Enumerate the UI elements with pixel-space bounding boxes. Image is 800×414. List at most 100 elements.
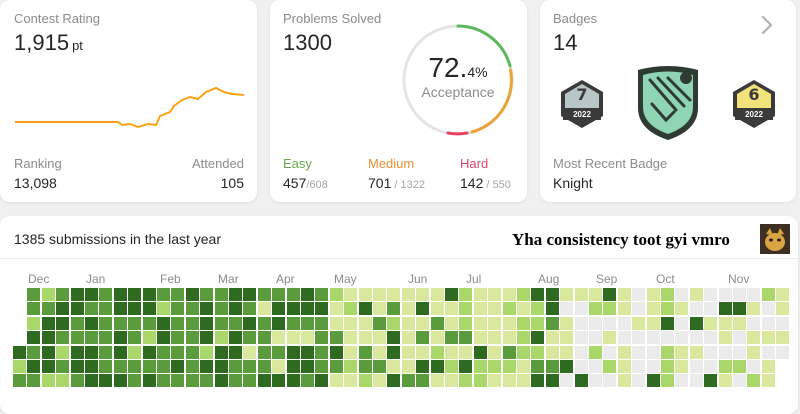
- heatmap-cell[interactable]: [358, 374, 372, 388]
- heatmap-cell[interactable]: [517, 316, 530, 330]
- heatmap-cell[interactable]: [185, 302, 199, 316]
- heatmap-cell[interactable]: [589, 345, 602, 359]
- heatmap-cell[interactable]: [171, 360, 185, 373]
- heatmap-cell[interactable]: [358, 360, 372, 373]
- heatmap-cell[interactable]: [747, 316, 761, 330]
- heatmap-cell[interactable]: [70, 288, 84, 301]
- heatmap-cell[interactable]: [761, 360, 775, 373]
- heatmap-cell[interactable]: [157, 345, 170, 359]
- heatmap-cell[interactable]: [589, 288, 602, 301]
- heatmap-cell[interactable]: [747, 331, 761, 345]
- heatmap-cell[interactable]: [661, 316, 674, 330]
- heatmap-cell[interactable]: [13, 374, 26, 388]
- heatmap-cell[interactable]: [473, 331, 487, 345]
- heatmap-cell[interactable]: [545, 302, 559, 316]
- heatmap-cell[interactable]: [344, 331, 358, 345]
- heatmap-cell[interactable]: [286, 374, 300, 388]
- heatmap-cell[interactable]: [214, 316, 228, 330]
- heatmap-cell[interactable]: [531, 316, 545, 330]
- heatmap-cell[interactable]: [286, 316, 300, 330]
- heatmap-cell[interactable]: [214, 288, 228, 301]
- heatmap-cell[interactable]: [373, 345, 386, 359]
- heatmap-cell[interactable]: [445, 331, 458, 345]
- heatmap-cell[interactable]: [185, 345, 199, 359]
- heatmap-cell[interactable]: [531, 331, 545, 345]
- heatmap-cell[interactable]: [488, 360, 502, 373]
- heatmap-cell[interactable]: [344, 345, 358, 359]
- heatmap-cell[interactable]: [776, 316, 790, 330]
- heatmap-cell[interactable]: [445, 360, 458, 373]
- heatmap-cell[interactable]: [70, 316, 84, 330]
- heatmap-cell[interactable]: [315, 374, 329, 388]
- heatmap-cell[interactable]: [502, 302, 516, 316]
- heatmap-cell[interactable]: [27, 360, 41, 373]
- heatmap-cell[interactable]: [200, 288, 214, 301]
- heatmap-cell[interactable]: [85, 288, 98, 301]
- heatmap-cell[interactable]: [315, 316, 329, 330]
- heatmap-cell[interactable]: [358, 288, 372, 301]
- heatmap-cell[interactable]: [171, 331, 185, 345]
- heatmap-cell[interactable]: [157, 360, 170, 373]
- heatmap-cell[interactable]: [617, 316, 631, 330]
- heatmap-cell[interactable]: [185, 374, 199, 388]
- heatmap-cell[interactable]: [243, 374, 257, 388]
- heatmap-cell[interactable]: [761, 345, 775, 359]
- heatmap-cell[interactable]: [416, 345, 430, 359]
- heatmap-cell[interactable]: [574, 374, 588, 388]
- heatmap-cell[interactable]: [301, 374, 314, 388]
- heatmap-cell[interactable]: [761, 374, 775, 388]
- heatmap-cell[interactable]: [243, 331, 257, 345]
- heatmap-cell[interactable]: [617, 345, 631, 359]
- heatmap-cell[interactable]: [488, 302, 502, 316]
- heatmap-cell[interactable]: [358, 302, 372, 316]
- heatmap-cell[interactable]: [445, 302, 458, 316]
- heatmap-cell[interactable]: [632, 360, 646, 373]
- heatmap-cell[interactable]: [214, 360, 228, 373]
- heatmap-cell[interactable]: [589, 316, 602, 330]
- heatmap-cell[interactable]: [99, 374, 113, 388]
- heatmap-cell[interactable]: [387, 316, 401, 330]
- heatmap-cell[interactable]: [301, 288, 314, 301]
- heatmap-cell[interactable]: [689, 360, 703, 373]
- heatmap-cell[interactable]: [646, 331, 660, 345]
- heatmap-cell[interactable]: [545, 360, 559, 373]
- heatmap-cell[interactable]: [200, 345, 214, 359]
- heatmap-cell[interactable]: [229, 374, 242, 388]
- heatmap-cell[interactable]: [430, 345, 444, 359]
- heatmap-cell[interactable]: [113, 345, 127, 359]
- heatmap-cell[interactable]: [517, 331, 530, 345]
- heatmap-cell[interactable]: [229, 302, 242, 316]
- heatmap-cell[interactable]: [85, 345, 98, 359]
- heatmap-cell[interactable]: [56, 288, 70, 301]
- heatmap-cell[interactable]: [214, 345, 228, 359]
- heatmap-cell[interactable]: [574, 288, 588, 301]
- heatmap-cell[interactable]: [488, 345, 502, 359]
- heatmap-cell[interactable]: [617, 302, 631, 316]
- heatmap-cell[interactable]: [704, 302, 718, 316]
- heatmap-cell[interactable]: [229, 288, 242, 301]
- heatmap-cell[interactable]: [373, 288, 386, 301]
- heatmap-cell[interactable]: [344, 302, 358, 316]
- heatmap-cell[interactable]: [704, 360, 718, 373]
- heatmap-cell[interactable]: [560, 288, 574, 301]
- heatmap-cell[interactable]: [99, 316, 113, 330]
- heatmap-cell[interactable]: [761, 331, 775, 345]
- heatmap-cell[interactable]: [718, 345, 732, 359]
- heatmap-cell[interactable]: [632, 302, 646, 316]
- heatmap-cell[interactable]: [243, 288, 257, 301]
- heatmap-cell[interactable]: [589, 374, 602, 388]
- heatmap-cell[interactable]: [229, 316, 242, 330]
- heatmap-cell[interactable]: [142, 316, 156, 330]
- heatmap-cell[interactable]: [99, 331, 113, 345]
- heatmap-cell[interactable]: [401, 345, 415, 359]
- heatmap-cell[interactable]: [560, 302, 574, 316]
- contest-rating-chart[interactable]: [10, 78, 250, 138]
- heatmap-cell[interactable]: [27, 302, 41, 316]
- heatmap-cell[interactable]: [257, 288, 271, 301]
- heatmap-cell[interactable]: [85, 331, 98, 345]
- acceptance-ring[interactable]: 72.4% Acceptance: [400, 22, 516, 138]
- heatmap-cell[interactable]: [661, 331, 674, 345]
- heatmap-cell[interactable]: [185, 360, 199, 373]
- heatmap-cell[interactable]: [272, 331, 286, 345]
- heatmap-cell[interactable]: [329, 316, 343, 330]
